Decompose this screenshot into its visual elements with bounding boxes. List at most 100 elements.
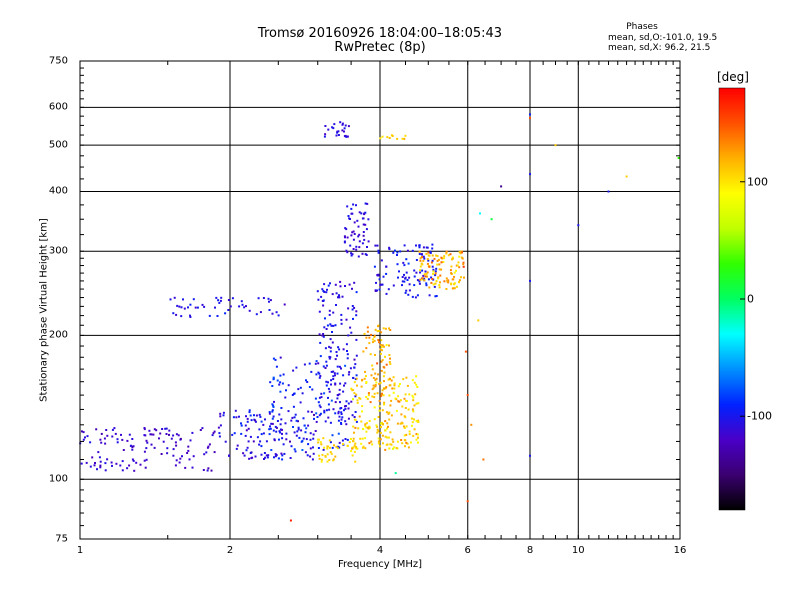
data-point — [302, 437, 305, 440]
data-point — [233, 432, 236, 435]
data-point — [334, 401, 337, 404]
data-point — [381, 392, 383, 395]
data-point — [361, 252, 364, 255]
data-point — [384, 327, 387, 330]
data-point — [344, 407, 347, 410]
data-point — [336, 354, 338, 357]
data-point — [272, 357, 275, 360]
data-point — [353, 233, 356, 235]
data-point — [345, 249, 348, 252]
data-point — [432, 270, 435, 273]
data-point — [174, 441, 177, 444]
data-point — [346, 353, 349, 356]
data-point — [388, 377, 391, 380]
data-point — [355, 338, 358, 341]
data-point — [337, 432, 340, 435]
data-point — [279, 356, 282, 359]
data-point — [401, 422, 404, 425]
data-point — [372, 341, 374, 344]
data-point — [307, 443, 310, 446]
data-point — [383, 380, 385, 383]
data-point — [436, 255, 439, 257]
data-point — [379, 137, 382, 140]
data-point — [318, 333, 321, 336]
x-tick-label: 2 — [226, 545, 234, 556]
data-point — [268, 428, 271, 431]
data-point — [362, 445, 365, 448]
data-point — [350, 400, 353, 403]
data-point — [224, 440, 227, 443]
data-point — [352, 230, 355, 233]
data-point — [284, 422, 287, 425]
data-point — [295, 419, 298, 422]
data-point — [131, 438, 134, 440]
data-point — [259, 440, 262, 443]
data-point — [364, 370, 366, 373]
data-point — [317, 401, 320, 404]
data-point — [377, 251, 380, 254]
data-point — [390, 399, 393, 402]
data-point — [417, 441, 419, 444]
data-point — [393, 446, 396, 449]
data-point — [323, 283, 326, 286]
data-point — [317, 441, 320, 444]
data-point — [422, 259, 425, 262]
data-point — [425, 246, 428, 249]
data-point — [353, 450, 356, 453]
data-point — [386, 411, 388, 414]
data-point — [340, 407, 343, 409]
data-point — [373, 396, 376, 399]
data-point — [308, 362, 311, 365]
data-point — [391, 438, 394, 441]
y-tick-label: 400 — [48, 185, 68, 197]
data-point — [377, 440, 380, 443]
data-point — [389, 357, 391, 360]
data-point — [461, 251, 463, 254]
data-point — [420, 253, 423, 256]
data-point — [295, 434, 298, 437]
data-point — [426, 275, 428, 278]
data-point — [431, 259, 434, 262]
data-point — [366, 426, 369, 429]
data-point — [332, 127, 335, 130]
data-point — [111, 464, 113, 467]
data-point — [189, 316, 192, 318]
data-point — [432, 272, 435, 275]
data-point — [425, 284, 428, 287]
data-point — [418, 282, 421, 285]
data-point — [458, 279, 461, 282]
data-point — [192, 298, 195, 301]
data-point — [248, 411, 251, 414]
data-point — [353, 444, 356, 447]
data-point — [333, 444, 335, 447]
data-point — [376, 425, 379, 428]
data-point — [347, 402, 350, 405]
data-point — [350, 331, 353, 334]
data-point — [375, 381, 378, 384]
data-point — [362, 428, 365, 431]
data-point — [126, 439, 129, 442]
data-point — [355, 248, 358, 251]
data-point — [419, 278, 422, 281]
data-point — [111, 435, 114, 438]
data-point — [306, 381, 309, 383]
data-point — [445, 288, 448, 290]
data-point — [381, 359, 384, 362]
data-point — [374, 244, 377, 247]
data-point — [428, 265, 431, 268]
data-point — [306, 454, 309, 457]
data-point — [374, 384, 377, 386]
data-point — [328, 459, 331, 461]
data-point — [322, 365, 325, 368]
data-point — [282, 373, 285, 376]
data-point — [405, 441, 408, 444]
data-point — [180, 315, 183, 318]
data-point — [408, 433, 411, 436]
data-point — [325, 291, 328, 294]
data-point — [241, 303, 244, 306]
data-point — [144, 434, 147, 437]
x-tick-label: 4 — [376, 545, 384, 556]
data-point — [199, 429, 202, 431]
data-point — [262, 432, 265, 435]
data-point — [254, 419, 257, 422]
